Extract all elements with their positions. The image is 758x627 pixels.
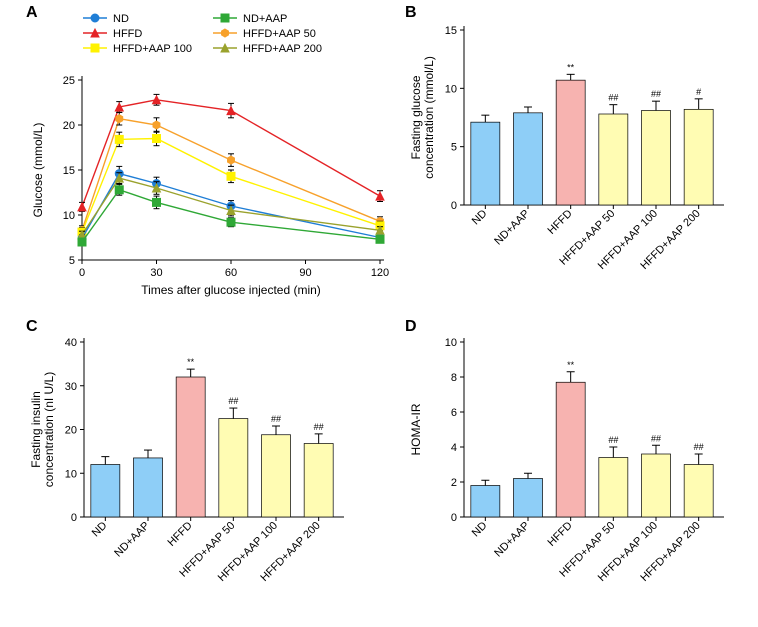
- svg-text:20: 20: [63, 120, 75, 132]
- svg-text:120: 120: [371, 267, 389, 279]
- svg-text:ND: ND: [90, 520, 110, 540]
- svg-text:5: 5: [451, 142, 457, 154]
- svg-text:HFFD+AAP 100: HFFD+AAP 100: [113, 43, 192, 55]
- svg-text:0: 0: [79, 267, 85, 279]
- svg-text:HFFD+AAP 50: HFFD+AAP 50: [243, 28, 316, 40]
- svg-text:10: 10: [445, 337, 457, 349]
- svg-text:HFFD: HFFD: [546, 208, 575, 237]
- svg-text:10: 10: [65, 468, 77, 480]
- svg-text:HOMA-IR: HOMA-IR: [409, 403, 423, 455]
- svg-text:6: 6: [451, 407, 457, 419]
- svg-text:20: 20: [65, 425, 77, 437]
- svg-text:##: ##: [314, 422, 324, 432]
- svg-text:30: 30: [65, 381, 77, 393]
- svg-text:##: ##: [608, 93, 618, 103]
- svg-text:##: ##: [271, 414, 281, 424]
- svg-text:0: 0: [451, 512, 457, 524]
- panel-b-chart: 0 5 10 15 Fasting glucoseconcentration (mmol…: [400, 0, 740, 310]
- svg-text:0: 0: [451, 200, 457, 212]
- svg-text:90: 90: [299, 267, 311, 279]
- svg-text:ND+AAP: ND+AAP: [112, 520, 152, 560]
- svg-text:##: ##: [694, 442, 704, 452]
- panel-c-chart: 0 10 20 30 40 Fasting insulinconcentration (n…: [20, 312, 400, 627]
- svg-text:30: 30: [150, 267, 162, 279]
- svg-text:##: ##: [651, 89, 661, 99]
- svg-text:HFFD: HFFD: [546, 520, 575, 549]
- svg-text:10: 10: [63, 210, 75, 222]
- svg-text:ND+AAP: ND+AAP: [492, 208, 532, 248]
- svg-text:ND+AAP: ND+AAP: [243, 13, 287, 25]
- svg-text:##: ##: [608, 435, 618, 445]
- svg-text:HFFD: HFFD: [113, 28, 142, 40]
- svg-text:ND+AAP: ND+AAP: [492, 520, 532, 560]
- svg-text:60: 60: [225, 267, 237, 279]
- svg-text:concentration (mmol/L): concentration (mmol/L): [422, 56, 436, 179]
- svg-text:40: 40: [65, 337, 77, 349]
- svg-text:Fasting glucose: Fasting glucose: [409, 75, 423, 159]
- svg-text:**: **: [567, 360, 575, 370]
- svg-text:HFFD: HFFD: [166, 520, 195, 549]
- svg-text:15: 15: [63, 165, 75, 177]
- svg-text:Glucose (mmol/L): Glucose (mmol/L): [31, 123, 45, 218]
- svg-text:#: #: [696, 87, 701, 97]
- svg-text:5: 5: [69, 255, 75, 267]
- svg-text:HFFD+AAP 200: HFFD+AAP 200: [243, 43, 322, 55]
- panel-a-chart: 5 10 15 20 25 0 30 60 90 120 Times after glucose i…: [20, 0, 400, 310]
- svg-text:0: 0: [71, 512, 77, 524]
- svg-text:15: 15: [445, 25, 457, 37]
- panel-d-chart: 0246810HOMA-IRNDND+AAP**HFFD##HFFD+AAP 5…: [400, 312, 740, 627]
- svg-text:**: **: [567, 62, 575, 72]
- svg-text:2: 2: [451, 477, 457, 489]
- svg-text:25: 25: [63, 75, 75, 87]
- svg-text:10: 10: [445, 83, 457, 95]
- svg-text:Times after glucose injected (: Times after glucose injected (min): [141, 283, 321, 297]
- svg-text:4: 4: [451, 442, 457, 454]
- svg-text:concentration (nI U/L): concentration (nI U/L): [42, 372, 56, 487]
- svg-text:##: ##: [228, 396, 238, 406]
- svg-text:ND: ND: [113, 13, 129, 25]
- svg-text:ND: ND: [470, 520, 490, 540]
- svg-text:8: 8: [451, 372, 457, 384]
- svg-text:**: **: [187, 357, 195, 367]
- svg-text:##: ##: [651, 433, 661, 443]
- svg-text:ND: ND: [470, 208, 490, 228]
- svg-text:Fasting insulin: Fasting insulin: [29, 391, 43, 468]
